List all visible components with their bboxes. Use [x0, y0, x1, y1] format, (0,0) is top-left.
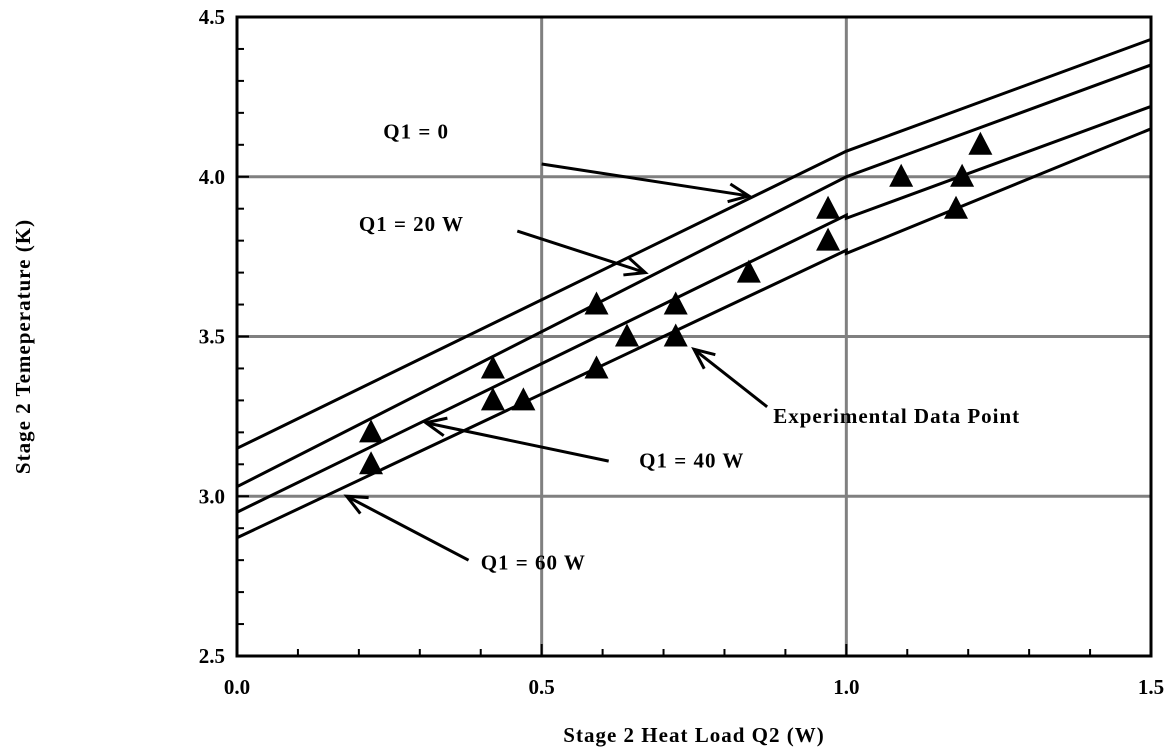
- series-line-2: [236, 105, 1152, 514]
- y-tick-label: 4.5: [199, 5, 225, 29]
- data-point-triangle: [968, 131, 993, 155]
- annotation-label: Q1 = 60 W: [481, 551, 586, 575]
- y-axis-label: Stage 2 Temeperature (K): [11, 219, 35, 474]
- data-point-triangle: [359, 451, 384, 475]
- data-point-triangle: [480, 387, 505, 411]
- data-point-triangle: [816, 227, 841, 251]
- data-point-triangle: [584, 291, 609, 315]
- annotation-arrow-head: [343, 494, 369, 515]
- data-point-triangle: [663, 291, 688, 315]
- x-tick-label: 1.0: [833, 675, 859, 699]
- data-point-triangle: [663, 323, 688, 347]
- data-point-triangle: [950, 163, 975, 187]
- plot-frame: [235, 15, 1153, 658]
- experimental-data-points: [359, 131, 993, 475]
- data-point-triangle: [816, 195, 841, 219]
- annotation-arrow-head: [422, 416, 448, 437]
- data-point-triangle: [614, 323, 639, 347]
- series-line-1: [236, 63, 1152, 489]
- y-tick-label: 4.0: [199, 165, 225, 189]
- annotation-label: Q1 = 0: [383, 119, 449, 143]
- data-point-triangle: [511, 387, 536, 411]
- annotation-arrow-line: [345, 494, 470, 562]
- annotation-arrow-head: [727, 182, 753, 204]
- data-point-triangle: [889, 163, 914, 187]
- x-tick-label: 1.5: [1138, 675, 1164, 699]
- series-line-0: [236, 37, 1152, 450]
- x-tick-label: 0.0: [224, 675, 250, 699]
- x-axis-label: Stage 2 Heat Load Q2 (W): [563, 723, 824, 747]
- annotation-label: Experimental Data Point: [773, 404, 1020, 428]
- annotation-arrow-line: [516, 229, 646, 275]
- annotation-arrow-head: [623, 256, 649, 277]
- annotation-label: Q1 = 40 W: [639, 448, 744, 472]
- series-lines: [236, 37, 1152, 540]
- grid-lines: [237, 17, 1151, 656]
- annotation-arrows: [343, 162, 769, 562]
- annotation-arrow-head: [691, 347, 716, 370]
- annotation-arrow-line: [693, 348, 769, 408]
- y-tick-label: 3.5: [199, 325, 225, 349]
- y-tick-label: 3.0: [199, 484, 225, 508]
- annotation-label: Q1 = 20 W: [359, 212, 464, 236]
- series-line-3: [236, 127, 1152, 540]
- y-tick-labels: 2.5 3.0 3.5 4.0 4.5: [199, 5, 225, 668]
- data-point-triangle: [944, 195, 969, 219]
- annotation-arrow-line: [425, 421, 610, 463]
- annotation-labels: Q1 = 0 Q1 = 20 W Q1 = 40 W Q1 = 60 W Experim…: [359, 119, 1020, 575]
- data-point-triangle: [736, 259, 761, 283]
- data-point-triangle: [584, 355, 609, 379]
- y-tick-label: 2.5: [199, 644, 225, 668]
- x-tick-labels: 0.0 0.5 1.0 1.5: [224, 675, 1164, 699]
- data-point-triangle: [359, 419, 384, 443]
- x-tick-label: 0.5: [529, 675, 555, 699]
- data-point-triangle: [480, 355, 505, 379]
- annotation-arrow-line: [541, 162, 750, 198]
